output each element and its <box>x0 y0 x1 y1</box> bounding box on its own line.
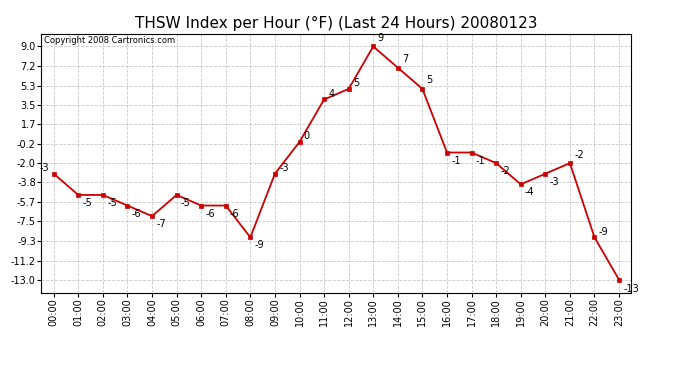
Text: -6: -6 <box>132 209 141 219</box>
Text: 9: 9 <box>377 33 384 43</box>
Text: 5: 5 <box>426 75 433 86</box>
Text: -3: -3 <box>40 163 50 173</box>
Text: -6: -6 <box>206 209 215 219</box>
Title: THSW Index per Hour (°F) (Last 24 Hours) 20080123: THSW Index per Hour (°F) (Last 24 Hours)… <box>135 16 538 31</box>
Text: 7: 7 <box>402 54 408 64</box>
Text: -4: -4 <box>525 188 535 198</box>
Text: Copyright 2008 Cartronics.com: Copyright 2008 Cartronics.com <box>44 36 175 45</box>
Text: -1: -1 <box>475 156 485 166</box>
Text: 0: 0 <box>304 131 310 141</box>
Text: -2: -2 <box>574 150 584 160</box>
Text: -5: -5 <box>82 198 92 208</box>
Text: -3: -3 <box>279 163 288 173</box>
Text: -13: -13 <box>623 284 639 294</box>
Text: 4: 4 <box>328 89 335 99</box>
Text: -5: -5 <box>107 198 117 208</box>
Text: -7: -7 <box>156 219 166 229</box>
Text: -5: -5 <box>181 198 190 208</box>
Text: -2: -2 <box>500 166 510 176</box>
Text: -3: -3 <box>549 177 559 187</box>
Text: -6: -6 <box>230 209 239 219</box>
Text: -9: -9 <box>255 240 264 250</box>
Text: -1: -1 <box>451 156 461 166</box>
Text: 5: 5 <box>353 78 359 88</box>
Text: -9: -9 <box>599 226 609 237</box>
